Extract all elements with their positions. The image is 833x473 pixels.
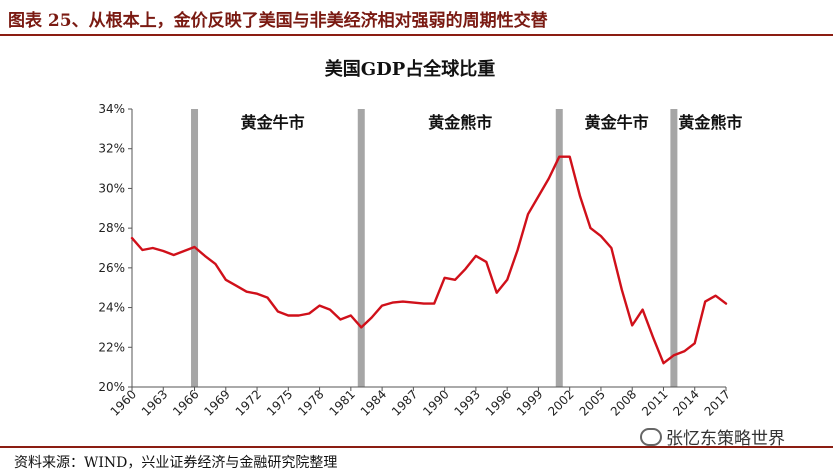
x-tick-label: 2011 — [639, 387, 670, 418]
y-tick-label: 28% — [98, 221, 125, 235]
watermark-text: 张忆东策略世界 — [666, 429, 785, 449]
gdp-share-line-chart: 美国GDP占全球比重 黄金牛市 黄金熊市 黄金牛市 黄金熊市 20% 22% 24% 26%… — [98, 58, 743, 419]
wechat-icon — [640, 428, 662, 446]
x-tick-label: 1993 — [452, 387, 483, 418]
x-tick-label: 1987 — [389, 387, 420, 418]
figure-title: 图表 25、从根本上，金价反映了美国与非美经济相对强弱的周期性交替 — [8, 11, 548, 31]
x-tick-label: 2005 — [577, 387, 608, 418]
y-axis-ticks: 20% 22% 24% 26% 28% 30% 32% 34% — [98, 102, 132, 394]
x-tick-label: 1996 — [483, 387, 514, 418]
source-note: 资料来源：WIND，兴业证券经济与金融研究院整理 — [14, 455, 338, 471]
x-tick-label: 2008 — [608, 387, 639, 418]
x-tick-label: 1984 — [358, 387, 389, 418]
x-tick-label: 2017 — [702, 387, 733, 418]
y-tick-label: 26% — [98, 261, 125, 275]
y-tick-label: 32% — [98, 142, 125, 156]
x-tick-label: 2014 — [670, 387, 701, 418]
x-tick-label: 1975 — [264, 387, 295, 418]
title-divider — [0, 34, 833, 36]
gdp-share-series-line — [130, 155, 728, 365]
x-tick-label: 1972 — [233, 387, 264, 418]
x-axis-ticks: 1960 1963 1966 1969 1972 1975 1978 1981 1984 1987… — [108, 387, 733, 419]
x-tick-label: 1966 — [170, 387, 201, 418]
chart-title: 美国GDP占全球比重 — [325, 58, 496, 80]
y-tick-label: 34% — [98, 102, 125, 116]
phase-labels: 黄金牛市 黄金熊市 黄金牛市 黄金熊市 — [241, 113, 743, 132]
phase-label: 黄金熊市 — [428, 113, 492, 132]
series — [130, 155, 728, 365]
phase-label: 黄金熊市 — [678, 113, 742, 132]
y-tick-label: 24% — [98, 301, 125, 315]
phase-marker-bar — [670, 109, 678, 387]
x-tick-label: 2002 — [545, 387, 576, 418]
watermark: 张忆东策略世界 — [640, 424, 785, 449]
x-tick-label: 1999 — [514, 387, 545, 418]
phase-marker-bar — [357, 109, 365, 387]
phase-label: 黄金牛市 — [241, 113, 305, 132]
x-tick-label: 1978 — [295, 387, 326, 418]
phase-markers — [191, 109, 678, 387]
phase-marker-bar — [555, 109, 563, 387]
x-tick-label: 1969 — [201, 387, 232, 418]
axes — [131, 109, 726, 388]
y-tick-label: 22% — [98, 340, 125, 354]
y-tick-label: 20% — [98, 380, 125, 394]
x-tick-label: 1990 — [420, 387, 451, 418]
y-tick-label: 30% — [98, 181, 125, 195]
phase-label: 黄金牛市 — [585, 113, 649, 132]
x-tick-label: 1963 — [139, 387, 170, 418]
source-divider — [0, 446, 833, 448]
x-tick-label: 1981 — [326, 387, 357, 418]
